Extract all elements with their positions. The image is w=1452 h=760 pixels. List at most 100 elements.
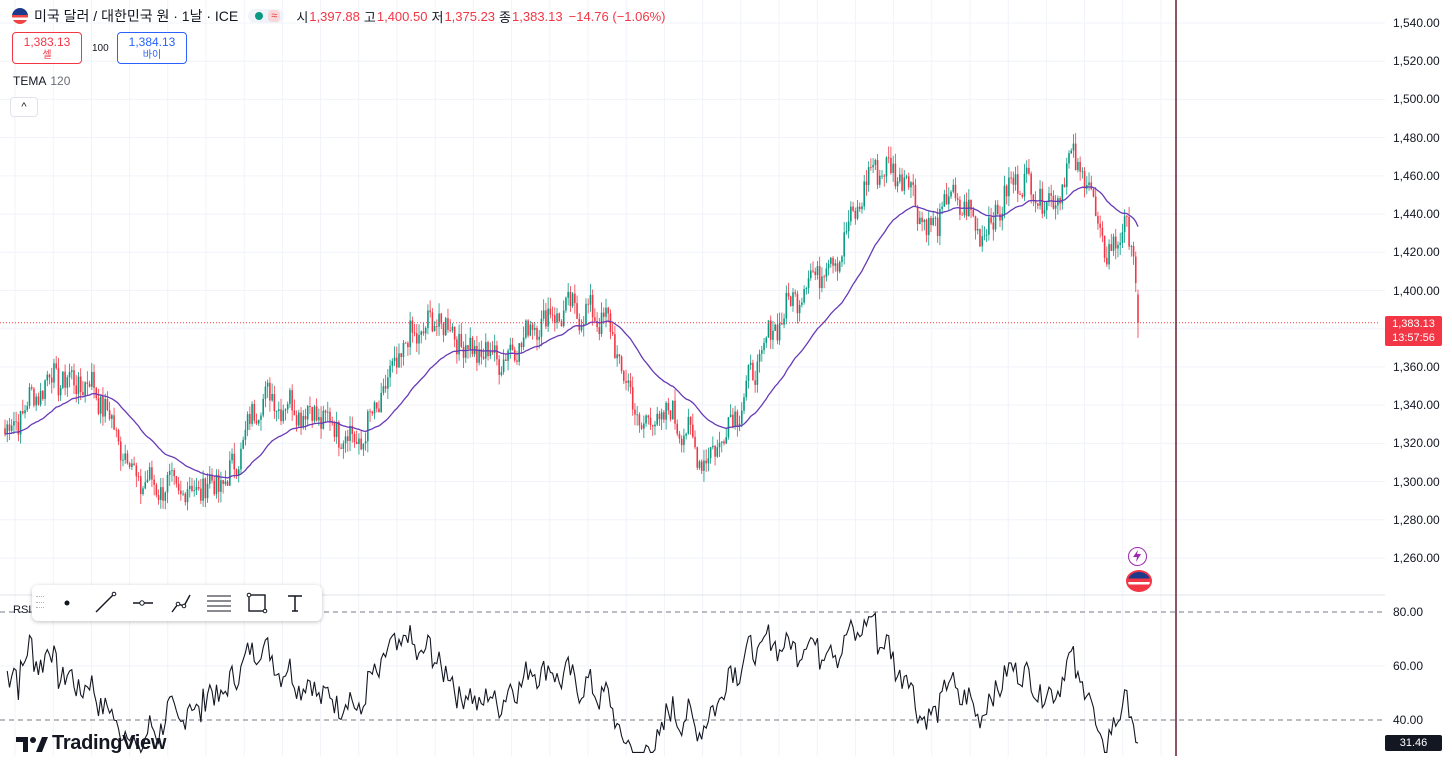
candle	[616, 345, 618, 367]
tema-legend[interactable]: TEMA 120	[13, 74, 70, 88]
candle-body	[10, 425, 13, 431]
candle	[629, 373, 632, 394]
candle-body	[342, 443, 345, 449]
candle	[1068, 150, 1070, 169]
candle-body	[271, 393, 273, 401]
candle	[79, 368, 82, 401]
candle	[643, 415, 645, 439]
candle-body	[206, 483, 209, 499]
candle	[382, 378, 385, 396]
candle-body	[22, 411, 24, 414]
drag-handle-icon[interactable]	[36, 593, 46, 613]
candle	[48, 373, 51, 385]
candle-body	[778, 323, 781, 341]
candle	[369, 408, 371, 422]
candle-body	[204, 478, 207, 499]
sell-button[interactable]: 1,383.13 셀	[12, 32, 82, 64]
candle-body	[658, 413, 661, 420]
candle-body	[197, 487, 200, 489]
candle-body	[162, 487, 164, 501]
candle-body	[298, 412, 300, 426]
candle-body	[104, 399, 106, 417]
candle	[945, 182, 948, 205]
market-open-icon	[255, 12, 264, 20]
rsi-legend[interactable]: RSI	[13, 604, 32, 616]
candle-body	[785, 292, 788, 319]
candle	[395, 346, 398, 375]
candle-body	[560, 321, 563, 327]
candle	[453, 326, 456, 348]
candle	[743, 393, 745, 415]
candle	[805, 286, 808, 295]
candle	[168, 463, 171, 487]
candle	[827, 259, 830, 276]
candle-body	[1117, 244, 1119, 249]
fib-retracement-tool-button[interactable]	[202, 588, 236, 618]
tradingview-logo[interactable]: TradingView	[14, 732, 166, 755]
candle-body	[1037, 203, 1039, 206]
candle	[883, 173, 886, 187]
bar-countdown: 13:57:56	[1392, 332, 1435, 344]
candle	[284, 408, 287, 421]
text-tool-button[interactable]	[278, 588, 312, 618]
candle	[240, 442, 242, 475]
path-tool-button[interactable]	[164, 588, 198, 618]
candle	[180, 480, 182, 501]
candle	[1106, 246, 1108, 267]
buy-button[interactable]: 1,384.13 바이	[117, 32, 187, 64]
candle-body	[1137, 294, 1139, 323]
candle-body	[513, 349, 516, 361]
candle	[865, 170, 868, 196]
price-axis-label: 1,320.00	[1393, 436, 1440, 451]
candle	[104, 393, 106, 423]
candle	[718, 431, 721, 458]
candle-body	[15, 421, 17, 423]
candle-body	[825, 268, 828, 277]
candle	[594, 308, 596, 322]
candle	[162, 478, 164, 509]
market-status-pill[interactable]: ≈	[248, 9, 285, 23]
candle	[498, 355, 500, 385]
candle	[177, 477, 180, 495]
candle	[533, 321, 536, 336]
candle-body	[994, 204, 997, 230]
candle-body	[736, 411, 739, 426]
candle	[1063, 177, 1066, 188]
candle	[602, 307, 605, 325]
candle-body	[391, 361, 394, 366]
candle	[758, 349, 761, 373]
candle	[447, 308, 449, 333]
dot-tool-button[interactable]	[50, 588, 84, 618]
horizontal-ray-tool-button[interactable]	[126, 588, 160, 618]
candle-body	[818, 266, 821, 289]
lightning-event-icon[interactable]	[1128, 547, 1147, 566]
candle	[393, 346, 396, 366]
candle	[211, 468, 213, 484]
symbol-title[interactable]: 미국 달러 / 대한민국 원 · 1날 · ICE	[34, 8, 239, 24]
candle	[144, 471, 147, 490]
candle-body	[1101, 227, 1104, 236]
candle-body	[565, 297, 567, 311]
candle	[765, 336, 768, 348]
candle-body	[569, 291, 572, 307]
candle	[102, 387, 104, 426]
order-quantity[interactable]: 100	[92, 43, 109, 54]
candle-body	[269, 382, 271, 401]
candle	[409, 311, 411, 356]
candle-body	[395, 357, 398, 368]
collapse-legend-button[interactable]: ^	[10, 97, 38, 117]
candle	[876, 154, 879, 190]
candle-body	[131, 463, 133, 467]
rectangle-tool-button[interactable]	[240, 588, 274, 618]
candle-body	[282, 410, 285, 422]
candle	[391, 358, 394, 373]
trend-line-tool-button[interactable]	[88, 588, 122, 618]
candle-body	[756, 361, 759, 385]
candle	[565, 296, 567, 313]
trend-line-icon	[95, 591, 117, 613]
candle-body	[400, 353, 403, 358]
us-economic-event-icon[interactable]	[1126, 570, 1152, 592]
candle	[680, 435, 683, 453]
candle	[358, 433, 360, 455]
